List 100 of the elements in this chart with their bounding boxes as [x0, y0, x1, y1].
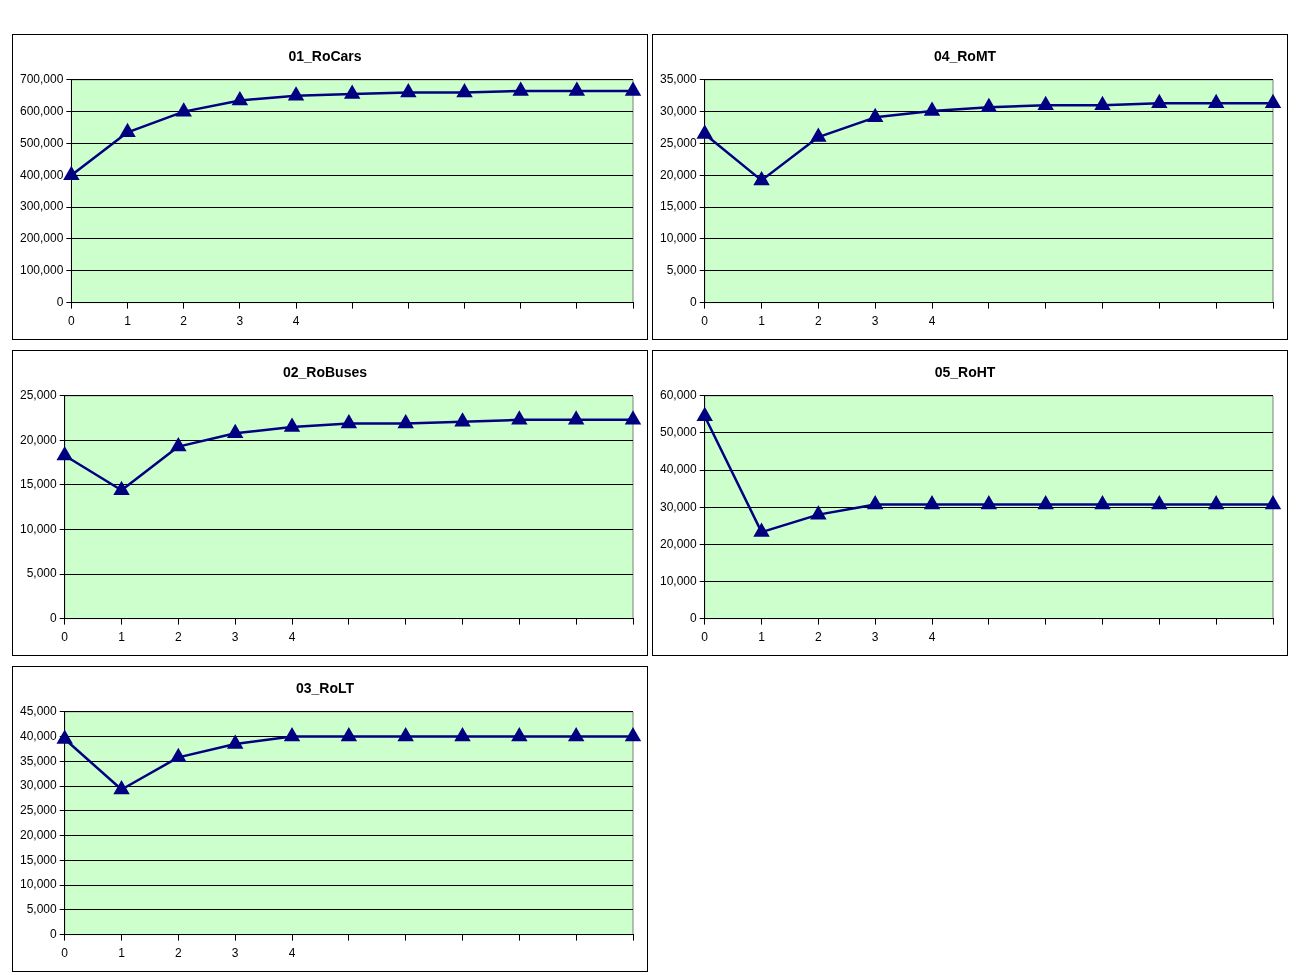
point	[341, 728, 357, 742]
point	[114, 781, 129, 795]
y-tick-label: 30,000	[660, 103, 698, 118]
y-tick-label: 0	[50, 610, 58, 625]
y-tick-label: 30,000	[20, 778, 58, 793]
point	[568, 411, 584, 425]
point	[455, 728, 470, 742]
point	[1152, 496, 1167, 510]
point	[569, 82, 585, 96]
y-tick-label: 400,000	[19, 167, 64, 182]
y-tick-label: 45,000	[20, 704, 58, 719]
point	[512, 411, 527, 425]
y-tick-label: 35,000	[20, 753, 58, 768]
x-tick-label: 3	[236, 314, 244, 329]
y-tick-label: 35,000	[660, 72, 698, 87]
point	[697, 125, 713, 139]
point	[120, 124, 135, 138]
y-tick-label: 30,000	[660, 499, 698, 514]
point	[171, 438, 186, 452]
point	[227, 735, 243, 749]
y-tick-label: 15,000	[20, 477, 58, 492]
point	[232, 92, 248, 106]
y-tick-label: 15,000	[660, 199, 698, 214]
point	[398, 415, 413, 429]
point	[981, 496, 997, 510]
y-tick-label: 10,000	[20, 877, 58, 892]
y-tick-label: 5,000	[26, 902, 58, 917]
y-tick-label: 500,000	[19, 135, 64, 150]
point	[867, 109, 883, 123]
x-tick-label: 3	[231, 946, 239, 961]
point	[401, 84, 416, 98]
point	[981, 98, 997, 112]
x-tick-label: 2	[175, 630, 183, 645]
x-tick-label: 2	[175, 946, 183, 961]
y-tick-label: 40,000	[20, 728, 58, 743]
point	[284, 728, 300, 742]
y-tick-label: 20,000	[20, 432, 58, 447]
x-tick-label: 1	[758, 630, 766, 645]
point	[1208, 496, 1224, 510]
x-tick-label: 0	[701, 630, 709, 645]
point	[284, 418, 300, 432]
point	[811, 506, 826, 520]
y-tick-label: 0	[56, 294, 64, 309]
point	[1038, 97, 1053, 111]
y-tick-label: 10,000	[660, 231, 698, 246]
x-tick-label: 2	[815, 314, 823, 329]
point	[924, 496, 940, 510]
point	[64, 167, 79, 181]
point	[341, 415, 357, 429]
point	[568, 728, 584, 742]
y-tick-label: 25,000	[20, 388, 58, 403]
chart-title: 03_RoLT	[295, 680, 355, 697]
y-tick-label: 20,000	[660, 167, 698, 182]
x-tick-label: 4	[292, 314, 300, 329]
x-tick-label: 1	[118, 630, 126, 645]
x-tick-label: 3	[871, 314, 879, 329]
x-tick-label: 4	[928, 314, 936, 329]
point	[1152, 95, 1167, 109]
point	[114, 482, 129, 496]
x-tick-label: 2	[180, 314, 188, 329]
y-tick-label: 700,000	[19, 72, 64, 87]
point	[1208, 95, 1224, 109]
point	[288, 87, 304, 101]
y-tick-label: 10,000	[660, 573, 698, 588]
x-tick-label: 3	[231, 630, 239, 645]
point	[455, 413, 470, 427]
y-tick-label: 5,000	[666, 263, 698, 278]
point	[57, 447, 73, 461]
point	[176, 103, 192, 117]
y-tick-label: 40,000	[660, 462, 698, 477]
x-tick-label: 3	[871, 630, 879, 645]
y-tick-label: 0	[50, 926, 58, 941]
y-tick-label: 100,000	[19, 263, 64, 278]
y-tick-label: 600,000	[19, 103, 64, 118]
chart-title: 04_RoMT	[933, 48, 997, 65]
point	[513, 82, 528, 96]
point	[625, 411, 641, 425]
y-tick-label: 0	[690, 294, 698, 309]
x-tick-label: 1	[118, 946, 126, 961]
point	[457, 84, 472, 98]
x-tick-label: 0	[68, 314, 76, 329]
point	[754, 172, 769, 186]
x-tick-label: 1	[758, 314, 766, 329]
point	[754, 523, 769, 537]
x-tick-label: 4	[288, 946, 296, 961]
point	[1038, 496, 1053, 510]
y-tick-label: 5,000	[26, 566, 58, 581]
point	[57, 730, 73, 744]
y-tick-label: 10,000	[20, 521, 58, 536]
point	[1095, 496, 1110, 510]
point	[512, 728, 527, 742]
point	[867, 496, 883, 510]
point	[811, 128, 826, 142]
y-tick-label: 50,000	[660, 425, 698, 440]
y-tick-label: 20,000	[20, 827, 58, 842]
chart-title: 01_RoCars	[288, 48, 362, 65]
point	[344, 85, 360, 99]
x-tick-label: 4	[928, 630, 936, 645]
point	[625, 82, 641, 96]
point	[1265, 95, 1281, 109]
